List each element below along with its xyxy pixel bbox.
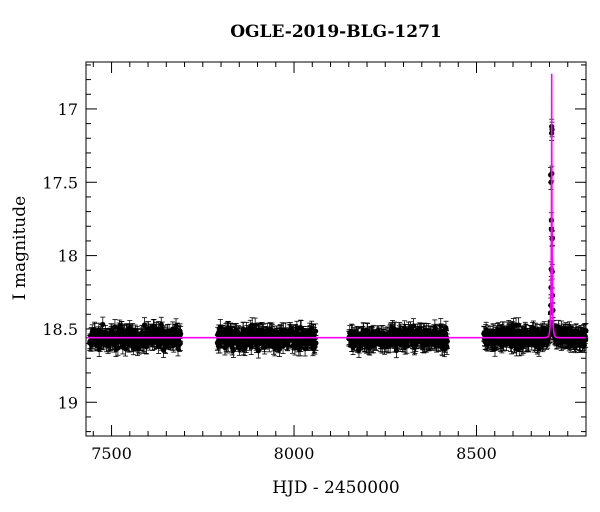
point-marker (230, 347, 237, 353)
chart-title: OGLE-2019-BLG-1271 (230, 22, 442, 42)
data-marks (87, 118, 589, 359)
point-marker (141, 322, 148, 328)
point-marker (112, 324, 118, 330)
point-marker (444, 338, 450, 344)
point-marker (297, 345, 303, 352)
data-point (178, 326, 184, 342)
point-marker (312, 328, 319, 334)
point-marker (100, 321, 106, 328)
point-marker (178, 331, 184, 337)
point-marker (177, 340, 183, 346)
point-marker (313, 340, 319, 346)
data-point (100, 316, 106, 333)
